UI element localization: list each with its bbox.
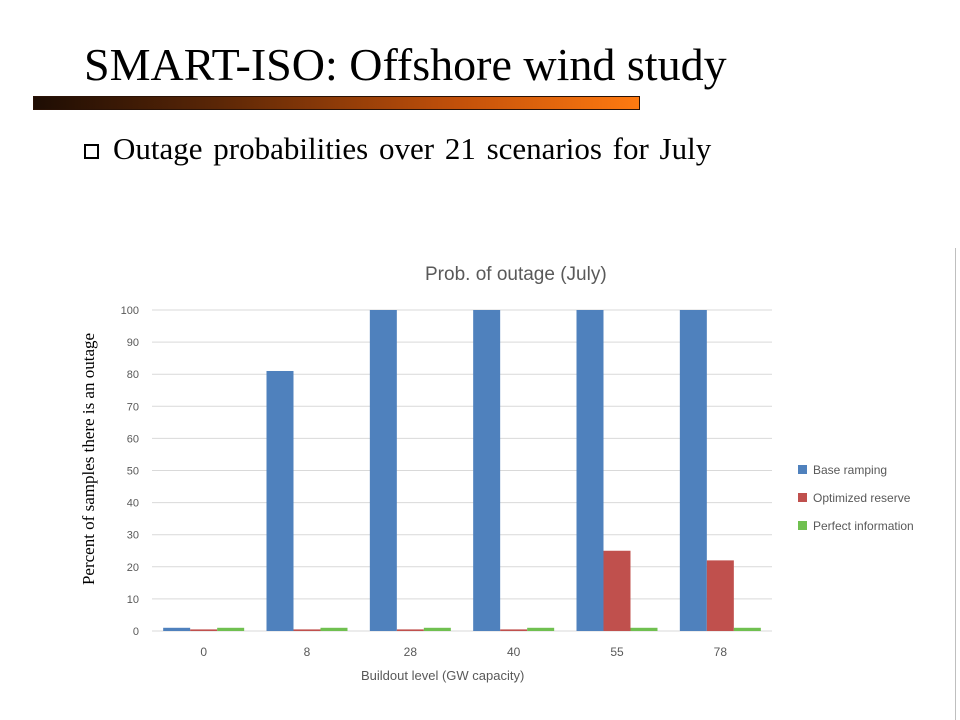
chart-title: Prob. of outage (July) <box>425 264 607 285</box>
bullet-item: Outage probabilities over 21 scenarios f… <box>84 131 711 167</box>
y-axis-label: Percent of samples there is an outage <box>79 332 98 586</box>
chart-background <box>110 248 960 720</box>
square-bullet-icon <box>84 143 99 159</box>
slide-edge-line <box>955 248 956 720</box>
title-underline-bar <box>33 96 640 110</box>
x-axis-label: Buildout level (GW capacity) <box>361 668 525 683</box>
bullet-text: Outage probabilities over 21 scenarios f… <box>113 131 712 166</box>
slide-title: SMART-ISO: Offshore wind study <box>84 39 727 90</box>
